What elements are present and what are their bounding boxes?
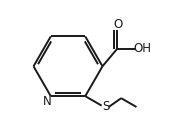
Text: N: N xyxy=(43,95,52,108)
Text: O: O xyxy=(113,18,122,31)
Text: OH: OH xyxy=(133,42,151,55)
Text: S: S xyxy=(102,100,110,113)
